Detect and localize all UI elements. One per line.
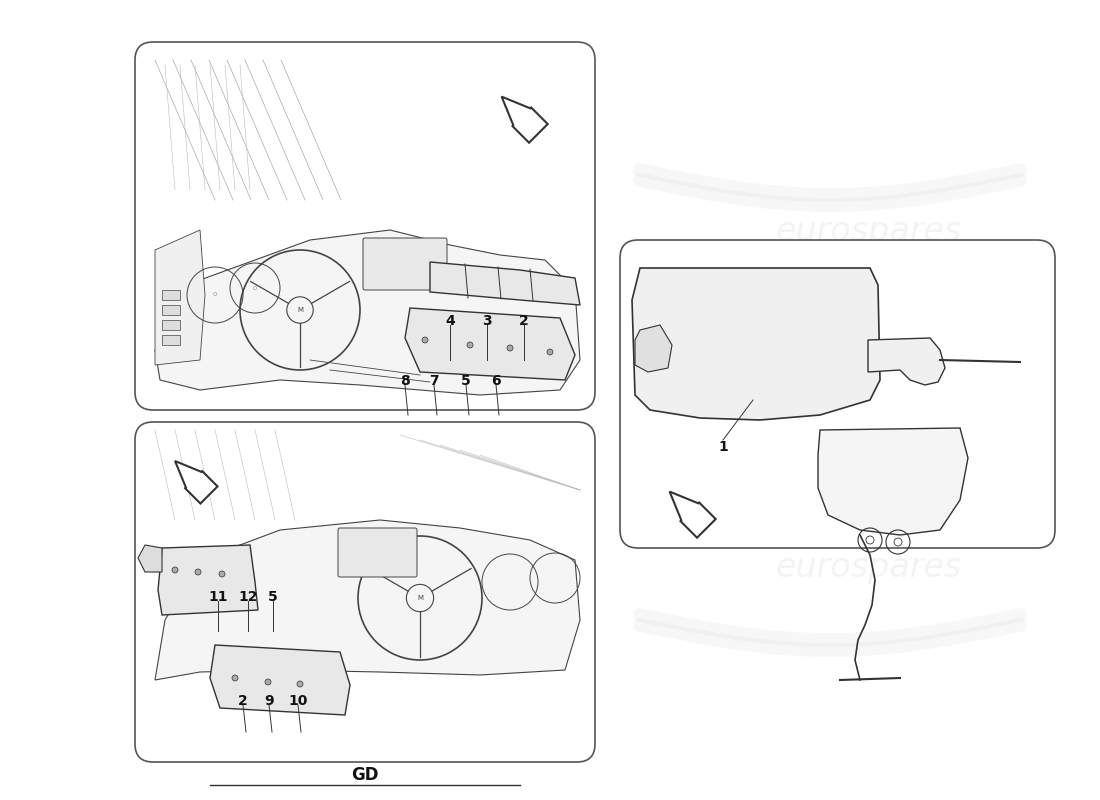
Text: 6: 6 — [492, 374, 500, 388]
Circle shape — [547, 349, 553, 355]
Polygon shape — [632, 268, 880, 420]
Circle shape — [265, 679, 271, 685]
Text: O: O — [213, 293, 217, 298]
Text: GD: GD — [351, 766, 378, 784]
Text: 9: 9 — [264, 694, 274, 708]
Polygon shape — [210, 645, 350, 715]
Text: eurospares: eurospares — [229, 215, 431, 249]
Circle shape — [468, 342, 473, 348]
Text: M: M — [417, 595, 424, 601]
Bar — [162, 320, 180, 330]
Polygon shape — [138, 545, 162, 572]
Text: 5: 5 — [268, 590, 278, 604]
Text: eurospares: eurospares — [776, 215, 962, 249]
Text: 1: 1 — [718, 440, 728, 454]
Text: eurospares: eurospares — [229, 551, 431, 585]
Polygon shape — [670, 492, 716, 538]
FancyBboxPatch shape — [620, 240, 1055, 548]
Polygon shape — [430, 262, 580, 305]
Polygon shape — [175, 461, 218, 503]
Text: 11: 11 — [208, 590, 228, 604]
FancyBboxPatch shape — [363, 238, 447, 290]
Polygon shape — [868, 338, 945, 385]
Text: M: M — [297, 307, 302, 313]
Text: 7: 7 — [429, 374, 439, 388]
Text: 2: 2 — [238, 694, 248, 708]
Bar — [162, 290, 180, 300]
Text: 8: 8 — [400, 374, 410, 388]
Circle shape — [195, 569, 201, 575]
Polygon shape — [405, 308, 575, 380]
FancyBboxPatch shape — [338, 528, 417, 577]
Circle shape — [219, 571, 225, 577]
Text: 12: 12 — [239, 590, 257, 604]
Text: 10: 10 — [288, 694, 308, 708]
Circle shape — [232, 675, 238, 681]
Text: 2: 2 — [519, 314, 529, 328]
Circle shape — [172, 567, 178, 573]
Text: 4: 4 — [446, 314, 455, 328]
Circle shape — [507, 345, 513, 351]
Polygon shape — [155, 230, 580, 395]
Polygon shape — [502, 97, 548, 142]
Polygon shape — [158, 545, 258, 615]
Circle shape — [422, 337, 428, 343]
FancyBboxPatch shape — [135, 42, 595, 410]
FancyBboxPatch shape — [135, 422, 595, 762]
Polygon shape — [818, 428, 968, 535]
Text: 3: 3 — [482, 314, 492, 328]
Bar — [162, 305, 180, 315]
Polygon shape — [155, 520, 580, 680]
Bar — [162, 335, 180, 345]
Polygon shape — [155, 230, 205, 365]
Text: eurospares: eurospares — [776, 551, 962, 585]
Text: O: O — [253, 286, 257, 290]
Text: 5: 5 — [461, 374, 471, 388]
Circle shape — [297, 681, 302, 687]
Polygon shape — [635, 325, 672, 372]
